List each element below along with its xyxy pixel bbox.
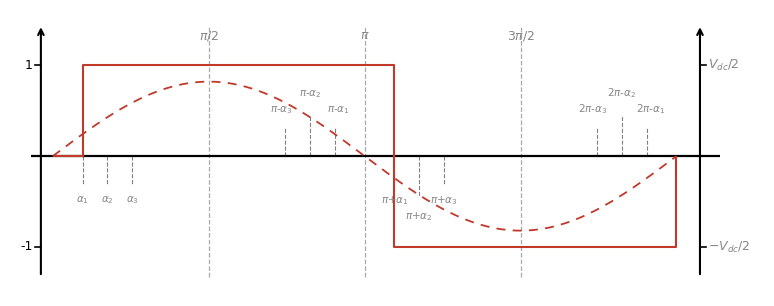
Text: $\pi$+$\alpha_2$: $\pi$+$\alpha_2$ [406,211,433,223]
Text: $2\pi$-$\alpha_2$: $2\pi$-$\alpha_2$ [608,86,636,100]
Text: $\pi/2$: $\pi/2$ [199,29,218,43]
Text: $\pi$-$\alpha_1$: $\pi$-$\alpha_1$ [327,104,350,116]
Text: $-V_{dc}/2$: $-V_{dc}/2$ [708,239,750,255]
Text: $3\pi/2$: $3\pi/2$ [507,29,535,43]
Text: $2\pi$-$\alpha_1$: $2\pi$-$\alpha_1$ [636,102,666,116]
Text: -1: -1 [21,241,33,253]
Text: $\alpha_2$: $\alpha_2$ [101,194,114,206]
Text: $2\pi$-$\alpha_3$: $2\pi$-$\alpha_3$ [578,102,608,116]
Text: $\pi$+$\alpha_3$: $\pi$+$\alpha_3$ [430,194,458,207]
Text: $\pi$: $\pi$ [360,29,369,42]
Text: 1: 1 [25,59,33,72]
Text: $\pi$+$\alpha_1$: $\pi$+$\alpha_1$ [381,194,409,207]
Text: $\pi$-$\alpha_3$: $\pi$-$\alpha_3$ [270,104,293,116]
Text: $\alpha_3$: $\alpha_3$ [125,194,139,206]
Text: $V_{dc}/2$: $V_{dc}/2$ [708,58,739,73]
Text: $\pi$-$\alpha_2$: $\pi$-$\alpha_2$ [299,88,321,100]
Text: $\alpha_1$: $\alpha_1$ [76,194,89,206]
